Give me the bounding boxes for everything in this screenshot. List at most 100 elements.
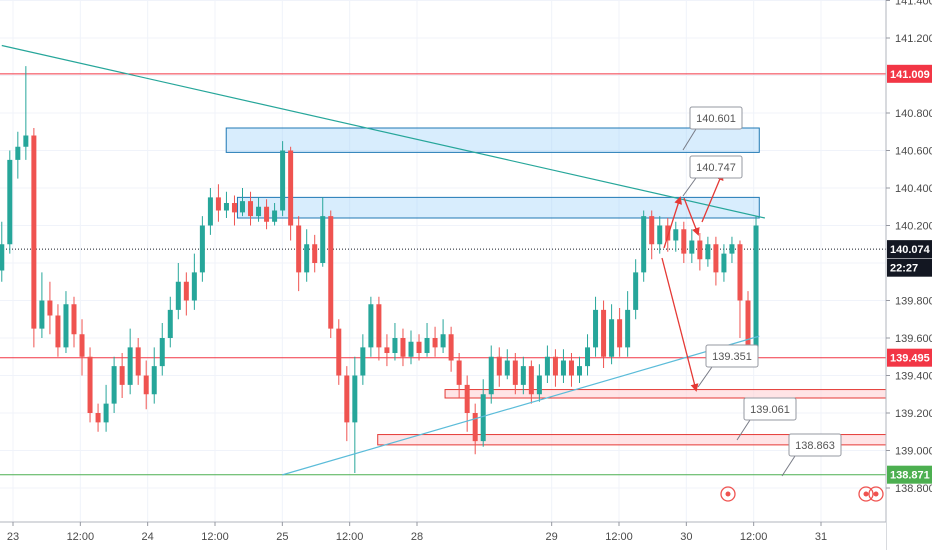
event-icon	[720, 486, 736, 502]
candle-body	[304, 244, 310, 273]
trend-lines	[1, 44, 766, 476]
candle-body	[280, 150, 286, 211]
candle-body	[528, 366, 534, 395]
candle-body	[223, 203, 229, 211]
candle-body	[544, 356, 550, 376]
trend-line	[1, 44, 766, 219]
time-tick-label: 29	[546, 531, 558, 543]
callout-label: 140.747	[696, 162, 736, 174]
candle-body	[135, 347, 141, 376]
callout-leader	[697, 366, 713, 388]
candle-body	[641, 216, 647, 273]
candle-body	[159, 338, 165, 367]
candle-body	[199, 225, 205, 273]
candle-body	[657, 225, 663, 245]
candle-body	[568, 360, 574, 376]
candle-body	[71, 304, 77, 335]
candle-body	[408, 341, 414, 357]
candle-body	[183, 281, 189, 301]
price-tag	[887, 465, 932, 484]
candle-body	[416, 341, 422, 353]
candle-body	[231, 203, 237, 213]
time-tick-label: 24	[142, 531, 154, 543]
candle-body	[344, 375, 350, 423]
candle-body	[633, 272, 639, 310]
callout-box	[705, 344, 759, 368]
candle-body	[576, 366, 582, 376]
price-tick-label: 141.200	[895, 33, 932, 45]
candle-body	[697, 240, 703, 260]
candle-body	[432, 338, 438, 348]
candle-body	[689, 240, 695, 254]
callout-box	[788, 433, 842, 457]
event-icon	[858, 486, 874, 502]
candle-body	[737, 244, 743, 301]
price-tags: 141.009 140.074 22:27 139.495 138.871	[887, 64, 932, 484]
price-tick-label: 140.600	[895, 146, 932, 158]
time-tick-label: 30	[680, 531, 692, 543]
price-tick-label: 140.800	[895, 108, 932, 120]
candle-body	[151, 366, 157, 395]
candle-body	[248, 201, 254, 217]
candle-body	[239, 201, 245, 213]
candle-body	[360, 347, 366, 376]
callout-leader	[682, 177, 697, 197]
candle-body	[464, 384, 470, 413]
candle-body	[681, 229, 687, 254]
candle-body	[207, 197, 213, 226]
candle-body	[520, 366, 526, 385]
candle-body	[256, 206, 262, 217]
callout-label: 140.601	[696, 113, 736, 125]
candle-body	[296, 225, 302, 273]
price-tick-label: 140.200	[895, 221, 932, 233]
price-callouts: 140.601 140.747 139.351 139.061 138.863	[682, 106, 842, 477]
candles	[0, 66, 759, 473]
candle-body	[440, 334, 446, 348]
callout-leader	[781, 455, 796, 477]
support-zone	[444, 389, 889, 399]
candle-body	[368, 304, 374, 348]
resistance-zone	[236, 196, 760, 219]
event-icon-dot	[873, 491, 879, 497]
price-tag-label: 22:27	[890, 263, 918, 275]
time-tick-label: 25	[276, 531, 288, 543]
candle-body	[95, 413, 101, 423]
price-tick-label: 139.800	[895, 296, 932, 308]
candle-body	[167, 309, 173, 338]
candle-body	[480, 394, 486, 442]
candle-body	[552, 356, 558, 376]
candle-body	[665, 225, 671, 241]
candle-body	[609, 319, 615, 357]
time-tick-label: 12:00	[67, 531, 95, 543]
candle-body	[31, 135, 37, 329]
time-tick-label: 12:00	[740, 531, 768, 543]
time-axis-ticks: 23 12:00 24 12:00 25 12:00 28 29 12:00 30 12:00 31	[7, 522, 827, 543]
candle-body	[400, 338, 406, 357]
candle-body	[215, 197, 221, 211]
price-tag	[887, 240, 932, 259]
candle-body	[336, 328, 342, 376]
callout-label: 139.351	[712, 351, 752, 363]
price-axis-ticks: 141.400 141.200 140.800 140.600 140.400 140.2…	[886, 0, 932, 495]
candle-body	[593, 309, 599, 348]
candle-body	[384, 347, 390, 353]
candle-body	[15, 146, 21, 160]
candle-body	[617, 319, 623, 348]
time-tick-label: 12:00	[605, 531, 633, 543]
candle-body	[536, 375, 542, 395]
event-icon	[868, 486, 884, 502]
candle-body	[504, 360, 510, 376]
candle-body	[143, 375, 149, 395]
zones	[225, 127, 889, 446]
event-icons	[720, 486, 884, 502]
candle-body	[103, 403, 109, 423]
candle-body	[745, 300, 751, 348]
candle-body	[39, 300, 45, 329]
candle-body	[288, 150, 294, 226]
callout-leader	[736, 419, 751, 441]
forecast-arrow	[683, 197, 700, 236]
time-tick-label: 23	[7, 531, 19, 543]
